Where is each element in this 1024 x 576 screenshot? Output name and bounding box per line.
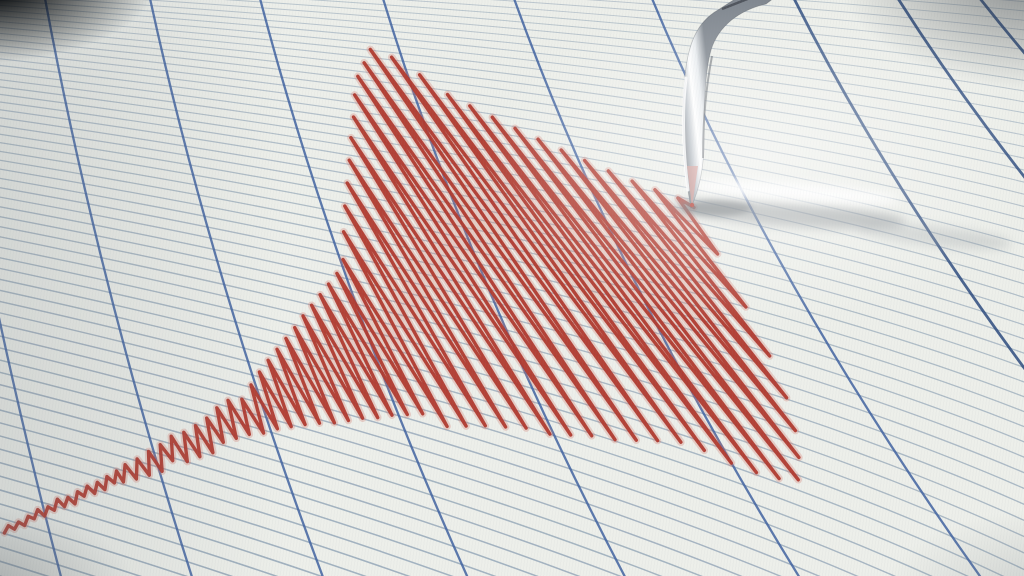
pen-tip-point bbox=[689, 202, 695, 208]
